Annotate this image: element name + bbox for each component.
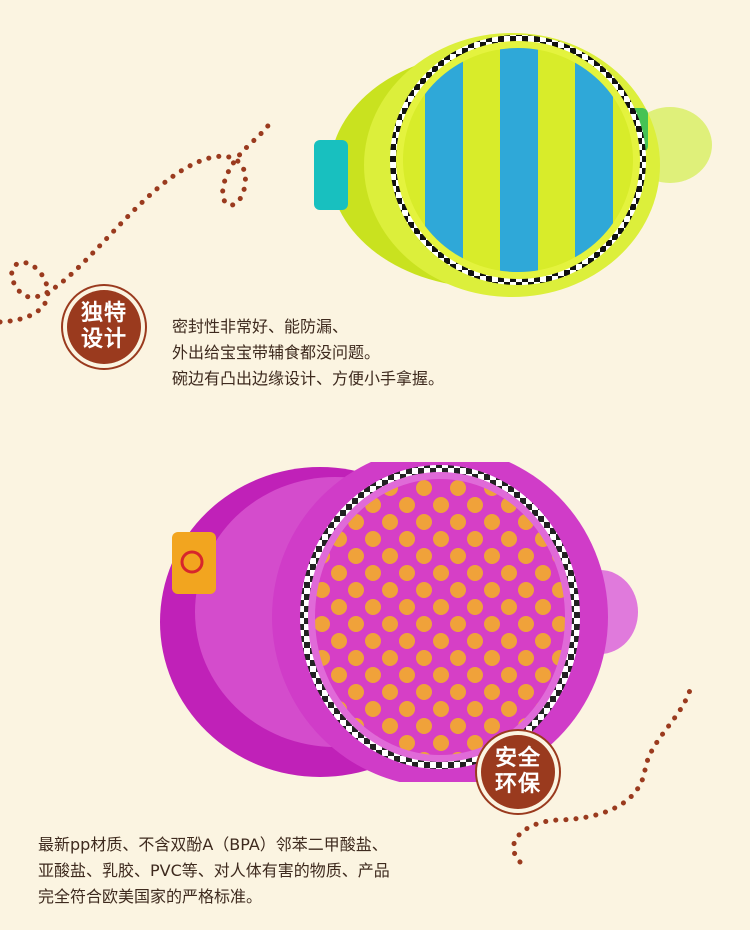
badge-safe-eco: 安全 环保 [481,735,555,809]
yellow-bowl-image [314,33,712,297]
bottom-description: 最新pp材质、不含双酚A（BPA）邻苯二甲酸盐、 亚酸盐、乳胶、PVC等、对人体… [38,832,390,910]
description-line: 亚酸盐、乳胶、PVC等、对人体有害的物质、产品 [38,861,390,880]
badge-line1: 安全 [494,746,541,771]
description-line: 碗边有凸出边缘设计、方便小手拿握。 [172,369,445,388]
pink-bowl-image [160,462,638,782]
description-line: 完全符合欧美国家的严格标准。 [38,887,263,906]
badge-line2: 设计 [80,327,127,352]
top-description: 密封性非常好、能防漏、 外出给宝宝带辅食都没问题。 碗边有凸出边缘设计、方便小手… [172,314,444,392]
description-line: 密封性非常好、能防漏、 [172,317,349,336]
badge-line1: 独特 [80,301,127,326]
description-line: 外出给宝宝带辅食都没问题。 [172,343,381,362]
description-line: 最新pp材质、不含双酚A（BPA）邻苯二甲酸盐、 [38,835,388,854]
badge-unique-design: 独特 设计 [67,290,141,364]
badge-line2: 环保 [494,772,541,797]
